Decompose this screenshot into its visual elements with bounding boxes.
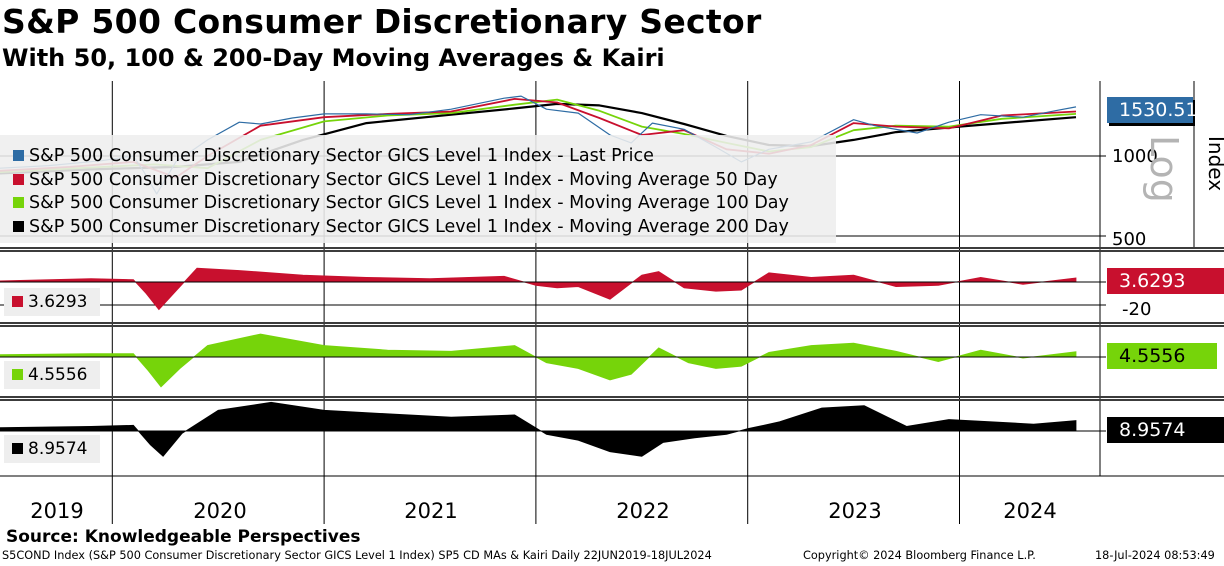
legend-label-ma50: S&P 500 Consumer Discretionary Sector GI… <box>29 169 778 190</box>
kairi50-swatch <box>12 296 23 307</box>
kairi100-area <box>0 333 1077 388</box>
year-label-2022: 2022 <box>616 499 670 523</box>
legend-label-ma200: S&P 500 Consumer Discretionary Sector GI… <box>29 216 789 237</box>
chart-subtitle: With 50, 100 & 200-Day Moving Averages &… <box>2 44 665 72</box>
legend-swatch-last-price <box>13 150 24 161</box>
tick-1000: 1000 <box>1112 146 1158 167</box>
kairi-tick: -20 <box>1122 299 1152 320</box>
source-label: Source: Knowledgeable Perspectives <box>6 527 361 547</box>
kairi100-value: 4.5556 <box>28 365 88 385</box>
chart-title: S&P 500 Consumer Discretionary Sector <box>2 2 762 41</box>
kairi100-tag: 4.5556 <box>1107 343 1217 369</box>
kairi50-tag: 3.6293 <box>1107 268 1224 294</box>
legend-swatch-ma100 <box>13 197 24 208</box>
footer-timestamp: 18-Jul-2024 08:53:49 <box>1095 549 1215 562</box>
legend-item-ma50: S&P 500 Consumer Discretionary Sector GI… <box>0 169 836 193</box>
kairi200-swatch <box>12 443 23 454</box>
kairi200-value-box: 8.9574 <box>4 435 100 463</box>
year-label-2019: 2019 <box>30 499 84 523</box>
footer-copyright: Copyright© 2024 Bloomberg Finance L.P. <box>803 549 1036 562</box>
kairi50-area <box>0 267 1077 311</box>
legend-label-last-price: S&P 500 Consumer Discretionary Sector GI… <box>29 146 654 166</box>
kairi50-value: 3.6293 <box>28 292 88 312</box>
kairi200-tag: 8.9574 <box>1107 417 1224 443</box>
kairi50-value-box: 3.6293 <box>4 288 100 316</box>
year-label-2020: 2020 <box>193 499 247 523</box>
legend-swatch-ma200 <box>13 220 24 232</box>
legend-item-ma200: S&P 500 Consumer Discretionary Sector GI… <box>0 216 836 240</box>
legend-swatch-ma50 <box>13 173 24 185</box>
kairi200-area <box>0 401 1077 457</box>
tick-500: 500 <box>1112 229 1147 250</box>
year-label-2021: 2021 <box>404 499 458 523</box>
kairi100-swatch <box>12 369 23 380</box>
year-label-2024: 2024 <box>1003 499 1057 523</box>
chart-legend: S&P 500 Consumer Discretionary Sector GI… <box>0 135 836 243</box>
kairi100-value-box: 4.5556 <box>4 361 100 389</box>
price-tag: 1530.51 <box>1107 97 1198 123</box>
kairi200-value: 8.9574 <box>28 439 88 459</box>
legend-item-last-price: S&P 500 Consumer Discretionary Sector GI… <box>0 145 836 169</box>
footer-description: S5COND Index (S&P 500 Consumer Discretio… <box>2 549 712 562</box>
legend-label-ma100: S&P 500 Consumer Discretionary Sector GI… <box>29 193 789 213</box>
year-label-2023: 2023 <box>828 499 882 523</box>
legend-item-ma100: S&P 500 Consumer Discretionary Sector GI… <box>0 192 836 216</box>
